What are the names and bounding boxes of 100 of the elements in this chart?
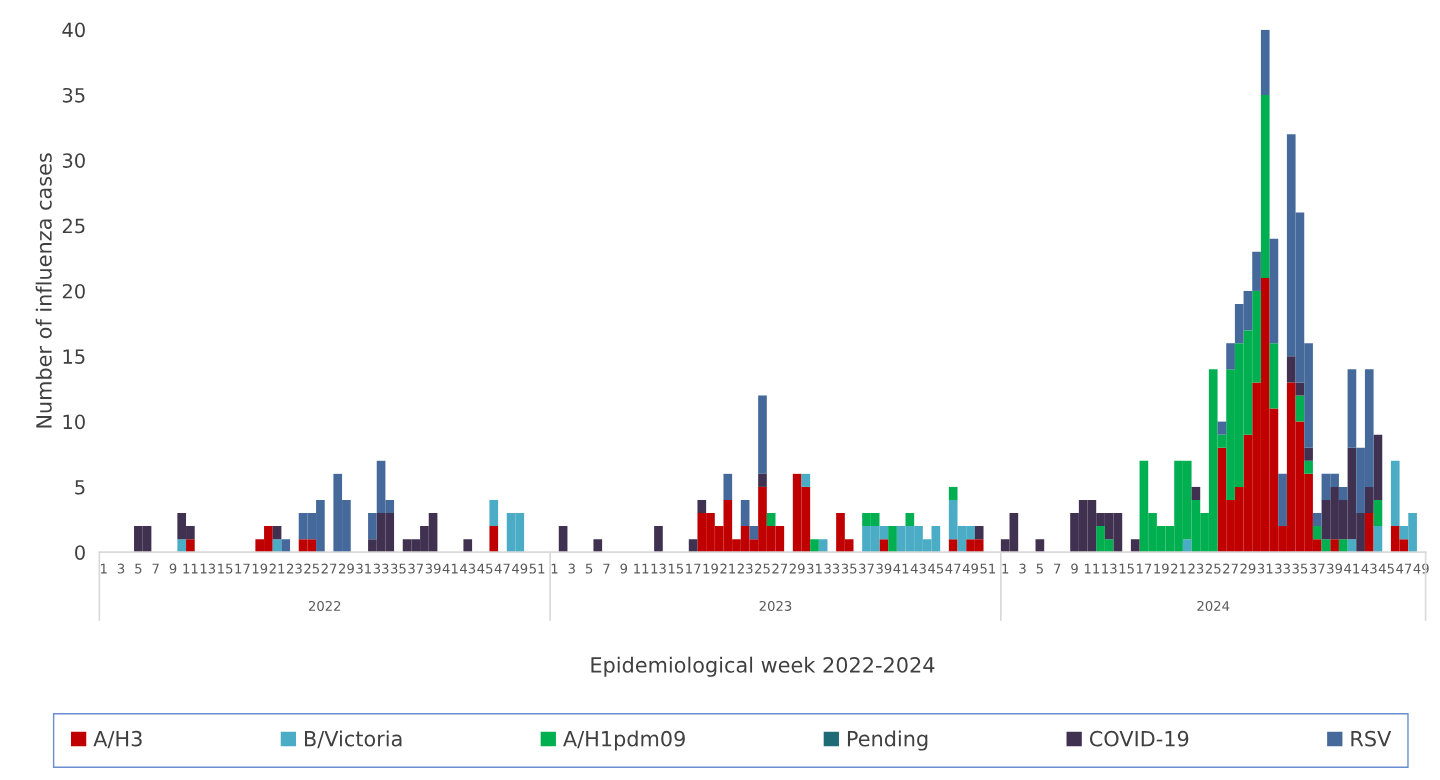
y-axis-title: Number of influenza cases (35, 153, 52, 428)
x-tick-label: 21 (720, 563, 735, 574)
bar (697, 499, 707, 514)
x-tick-label: 49 (962, 563, 978, 574)
x-tick-label: 29 (789, 563, 805, 574)
x-tick-label: 15 (218, 563, 233, 574)
x-tick-label: 43 (460, 563, 476, 574)
x-tick-label: 9 (620, 563, 628, 574)
x-tick-label: 51 (529, 563, 545, 574)
bar (1295, 382, 1305, 396)
x-tick-label: 43 (910, 563, 926, 574)
x-tick-label: 31 (807, 563, 822, 574)
bar (740, 499, 750, 527)
bar (489, 499, 499, 527)
bar (974, 526, 984, 540)
bar (1260, 94, 1270, 278)
x-tick-label: 49 (512, 563, 528, 574)
text: 2023 (759, 600, 792, 611)
x-tick-label: 33 (1275, 563, 1290, 574)
x-tick-label: 27 (1223, 563, 1238, 574)
x-tick-label: 3 (117, 563, 125, 574)
x-tick-label: 25 (304, 563, 319, 574)
x-tick-label: 33 (373, 563, 389, 574)
legend-label: COVID-19 (1089, 730, 1189, 747)
bar (1338, 486, 1348, 500)
x-tick-label: 17 (235, 563, 250, 574)
x-tick-label: 39 (425, 563, 441, 574)
bar (1286, 356, 1296, 383)
x-tick-label: 5 (585, 563, 593, 574)
bar (1390, 460, 1400, 527)
bar (1312, 513, 1322, 527)
y-tick-label: 40 (62, 22, 85, 38)
bar (489, 526, 499, 553)
x-tick-label: 41 (893, 563, 909, 574)
x-tick-label: 29 (1240, 563, 1256, 574)
x-tick-label: 11 (1084, 563, 1100, 574)
legend-label: A/H3 (93, 730, 142, 749)
bar (1269, 343, 1279, 409)
bar (1278, 473, 1287, 527)
text: 2024 (1197, 600, 1230, 611)
x-tick-label: 19 (1154, 563, 1169, 574)
x-tick-label: 41 (1344, 563, 1360, 574)
bar (948, 539, 958, 553)
x-tick-label: 19 (252, 563, 268, 574)
x-tick-label: 1 (100, 563, 107, 574)
bar (1295, 395, 1305, 422)
x-tick-label: 37 (859, 563, 874, 574)
x-tick-label: 7 (152, 563, 159, 574)
bar (1312, 526, 1322, 540)
bar (368, 513, 377, 540)
x-tick-label: 21 (269, 563, 285, 574)
x-tick-label: 13 (1102, 563, 1117, 574)
bar (766, 513, 776, 527)
legend-label: B/Victoria (305, 730, 402, 749)
bar (888, 526, 897, 553)
y-tick-label: 10 (63, 414, 85, 430)
x-tick-label: 1 (1002, 563, 1009, 574)
bar (1364, 513, 1374, 553)
x-tick-label: 39 (876, 563, 892, 574)
bar (1182, 539, 1192, 553)
x-tick-label: 27 (772, 563, 788, 574)
x-tick-label: 39 (1327, 563, 1343, 574)
x-tick-label: 19 (703, 563, 718, 574)
x-tick-label: 7 (603, 563, 610, 574)
bar (801, 473, 811, 487)
x-tick-label: 35 (1292, 563, 1308, 574)
x-tick-label: 1 (551, 563, 558, 574)
y-tick-label: 30 (62, 153, 85, 168)
bar (1304, 447, 1313, 461)
x-tick-label: 31 (1257, 563, 1273, 574)
x-tick-label: 45 (1378, 563, 1394, 574)
x-tick-label: 13 (651, 563, 666, 574)
bar (1252, 251, 1261, 291)
x-tick-label: 43 (1361, 563, 1377, 574)
x-tick-label: 35 (391, 563, 406, 574)
y-tick-label: 20 (62, 283, 85, 299)
x-tick-label: 25 (755, 563, 770, 574)
bar (1260, 29, 1270, 95)
x-tick-label: 15 (1119, 563, 1134, 574)
bar (1304, 460, 1313, 474)
bar (723, 473, 733, 500)
text: 2022 (308, 600, 341, 611)
x-tick-label: 13 (200, 563, 216, 574)
x-tick-label: 3 (568, 563, 575, 574)
bar (1338, 539, 1348, 553)
bar (758, 473, 767, 487)
x-tick-label: 25 (1205, 563, 1221, 574)
bar (1347, 369, 1357, 448)
legend-label: Pending (847, 730, 928, 751)
x-tick-label: 5 (135, 563, 142, 574)
bar (272, 526, 282, 540)
bar (905, 513, 915, 527)
bar (1269, 238, 1279, 344)
x-tick-label: 45 (477, 563, 493, 574)
bar (758, 395, 767, 474)
y-tick-label: 25 (62, 218, 85, 234)
bar (593, 539, 603, 553)
x-tick-label: 11 (183, 563, 198, 574)
x-tick-label: 17 (1136, 563, 1152, 574)
x-tick-label: 33 (824, 563, 840, 574)
